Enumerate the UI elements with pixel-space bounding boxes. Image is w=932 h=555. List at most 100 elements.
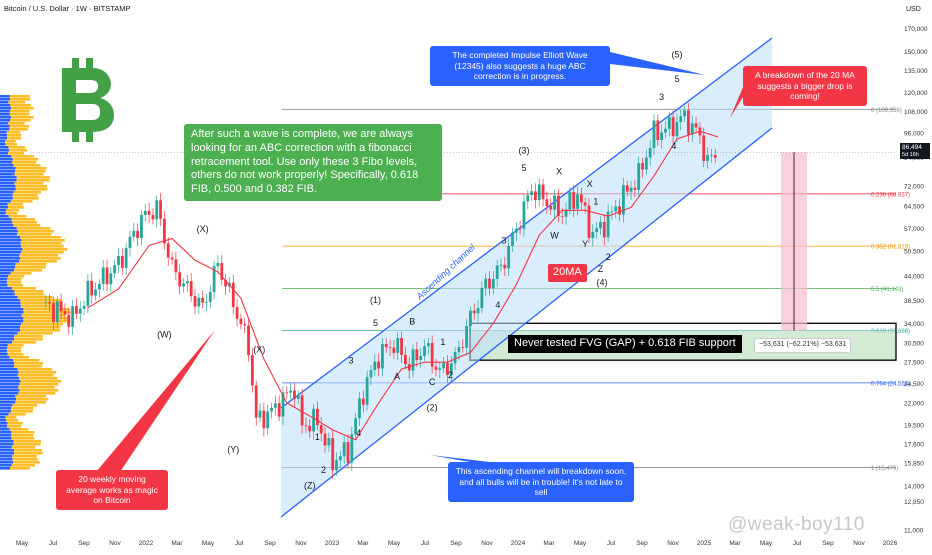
wave-label: 5 (674, 74, 679, 84)
y-tick-label: 135,000 (904, 68, 928, 75)
volume-bar-blue (0, 188, 16, 191)
candle-body (491, 278, 495, 289)
candle-body (556, 195, 560, 217)
volume-bar-blue (0, 305, 21, 308)
y-tick-label: 96,000 (904, 131, 924, 138)
volume-bar-blue (0, 458, 13, 461)
volume-bar-orange (21, 251, 64, 254)
fib-label: 0.5 (41,143) (871, 287, 903, 293)
candle-body (587, 205, 591, 239)
volume-bar-orange (15, 185, 48, 188)
x-tick-label: Jul (607, 540, 616, 547)
x-tick-label: May (760, 540, 773, 547)
candle-body (606, 211, 610, 238)
x-tick-label: Mar (729, 540, 741, 547)
volume-bar-orange (17, 368, 53, 371)
fib-label: 0 (109,356) (871, 108, 902, 114)
volume-bar-blue (0, 302, 21, 305)
y-tick-label: 50,500 (904, 248, 924, 255)
volume-bar-orange (13, 164, 41, 167)
candle-body (625, 185, 629, 192)
volume-bar-blue (0, 257, 21, 260)
candle-body (568, 192, 572, 210)
volume-bar-blue (0, 434, 12, 437)
volume-bar-blue (0, 212, 6, 215)
volume-bar-blue (0, 254, 20, 257)
candle-body (595, 228, 599, 232)
candle-body (687, 110, 690, 135)
candle-body (602, 222, 606, 238)
volume-bar-blue (0, 263, 16, 266)
volume-bar-orange (18, 386, 55, 389)
volume-bar-orange (7, 203, 23, 206)
volume-bar-orange (8, 215, 27, 218)
ascending-channel: Ascending channel (280, 37, 773, 518)
candle-body (285, 392, 289, 394)
volume-bar-orange (10, 119, 31, 122)
volume-bar-blue (0, 272, 11, 275)
wave-label: (Y) (227, 444, 239, 454)
ma-20-tag: 20MA (548, 264, 587, 282)
candle-body (90, 280, 94, 296)
channel-lower (280, 127, 773, 518)
volume-bar-orange (23, 308, 71, 311)
x-tick-label: 2024 (511, 540, 526, 547)
y-tick-label: 72,000 (904, 183, 924, 190)
candle-body (591, 231, 595, 239)
candle-body (71, 306, 74, 327)
candle-body (484, 278, 488, 288)
volume-bar-orange (11, 107, 34, 110)
volume-bar-orange (9, 428, 29, 431)
volume-bar-orange (19, 377, 58, 380)
candle-body (48, 302, 52, 304)
volume-bar-blue (0, 167, 16, 170)
volume-bar-blue (0, 128, 10, 131)
volume-bar-blue (0, 464, 12, 467)
volume-bar-blue (0, 311, 24, 314)
wave-label: 4 (671, 141, 676, 151)
x-tick-label: Jul (235, 540, 244, 547)
y-tick-label: 11,000 (904, 528, 924, 535)
volume-bar-blue (0, 203, 8, 206)
volume-bar-blue (0, 353, 8, 356)
volume-bar-blue (0, 101, 9, 104)
volume-bar-orange (12, 341, 37, 344)
candle-body (63, 311, 67, 315)
candle-body (205, 301, 208, 303)
candle-body (170, 257, 174, 260)
volume-bar-blue (0, 428, 10, 431)
volume-bar-orange (9, 149, 28, 152)
volume-bar-orange (19, 389, 59, 392)
volume-bar-blue (0, 197, 13, 200)
volume-bar-orange (7, 344, 24, 347)
candle-body (78, 308, 82, 314)
volume-bar-orange (17, 230, 54, 233)
volume-bar-blue (0, 392, 19, 395)
candle-body (644, 157, 648, 170)
volume-bar-blue (0, 230, 18, 233)
volume-bar-blue (0, 131, 7, 134)
x-tick-label: Nov (481, 540, 493, 547)
x-tick-label: Sep (78, 540, 90, 547)
volume-bar-orange (18, 392, 56, 395)
volume-bar-orange (9, 467, 30, 470)
volume-bar-orange (15, 167, 47, 170)
candle-body (664, 128, 667, 133)
volume-bar-blue (0, 122, 9, 125)
volume-bar-blue (0, 227, 17, 230)
candle-body (633, 187, 637, 190)
volume-bar-orange (10, 104, 32, 107)
volume-bar-orange (9, 113, 30, 116)
candle-body (514, 228, 518, 233)
volume-bar-blue (0, 440, 14, 443)
volume-bar-orange (23, 317, 71, 320)
volume-bar-orange (20, 305, 63, 308)
volume-bar-blue (0, 239, 22, 242)
candle-body (346, 442, 350, 463)
volume-bar-blue (0, 236, 21, 239)
volume-bar-orange (21, 239, 65, 242)
wave-label: (5) (671, 50, 682, 60)
candle-body (576, 194, 579, 209)
